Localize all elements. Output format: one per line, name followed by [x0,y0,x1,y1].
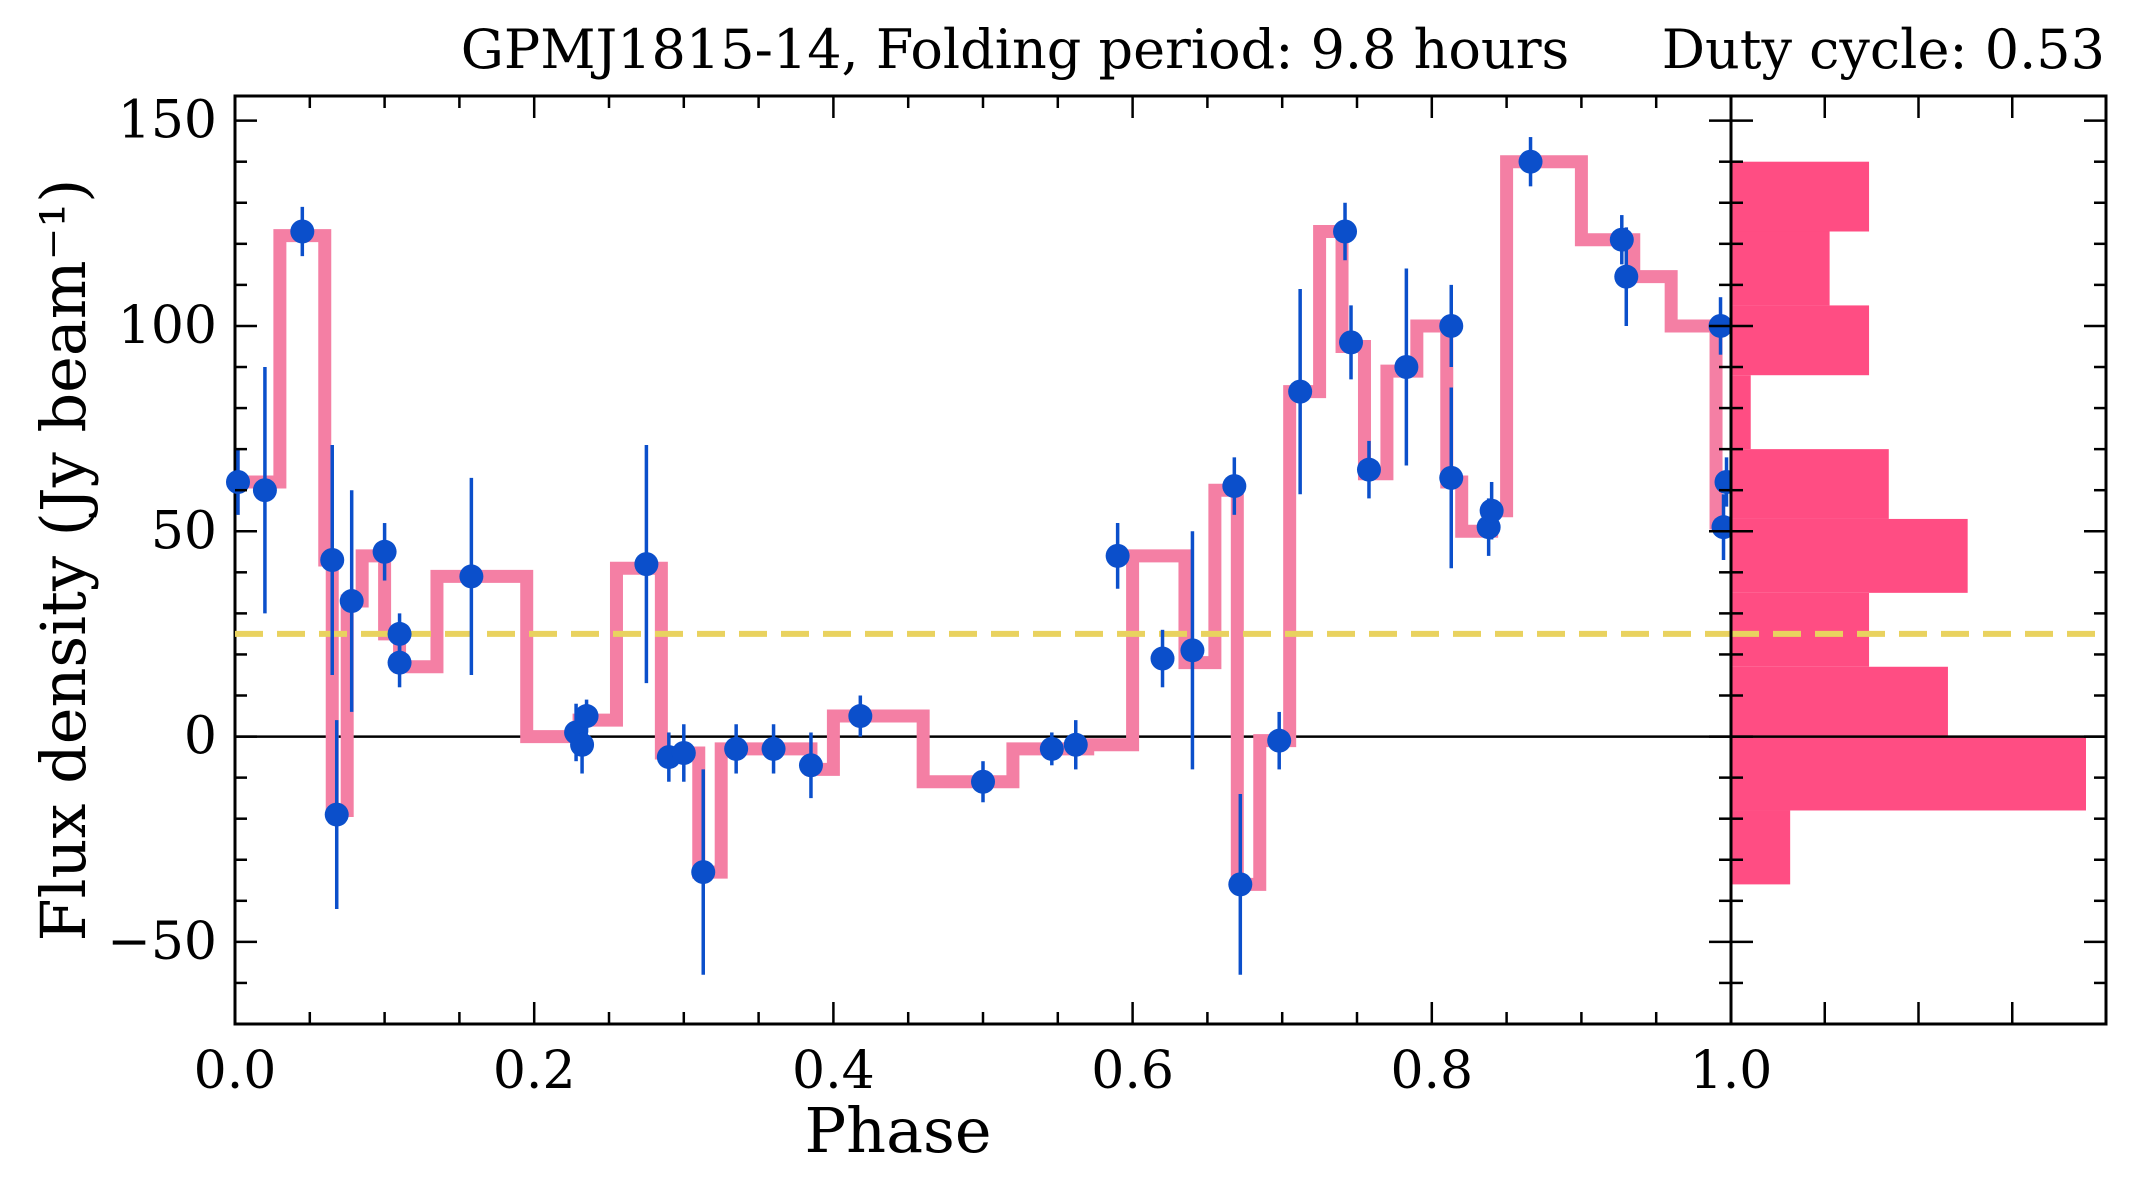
histogram-bar [1731,305,1870,376]
histogram-bar [1731,449,1889,519]
data-point [1105,543,1130,568]
histogram-bar [1731,592,1870,667]
data-point [1439,313,1464,338]
data-point [1333,219,1358,244]
data-point [1518,149,1543,174]
histogram-bar [1731,810,1791,885]
data-point [290,219,315,244]
data-point [339,589,364,614]
histogram-bar [1731,666,1948,737]
histogram-bars [1731,161,2086,885]
data-point [971,769,995,794]
data-point [324,802,349,827]
chart-title: GPMJ1815-14, Folding period: 9.8 hours [461,18,1569,81]
y-tick-label: 0 [184,707,217,767]
data-point [761,736,786,761]
data-point [1609,227,1634,252]
x-axis-label: Phase [804,1094,991,1167]
data-point [1039,736,1064,761]
data-point [387,650,412,675]
data-point [1267,728,1292,753]
histogram-bar [1731,161,1870,232]
data-point [1288,379,1313,404]
data-point [372,539,397,564]
y-tick-label: −50 [107,912,217,972]
data-point [848,704,873,729]
data-point [691,860,716,885]
y-tick-label: 100 [118,296,217,356]
data-point [1356,457,1381,482]
data-point [574,704,599,729]
y-axis-label: Flux density (Jy beam⁻¹) [27,179,100,942]
data-point [1228,872,1253,897]
data-point [798,753,823,778]
data-point [1063,732,1088,757]
data-point [1394,355,1419,380]
data-point [1479,498,1504,523]
tick-labels: 0.0 0.2 0.4 0.6 0.8 1.0 150 100 50 0 −50 [107,91,1772,1101]
data-point [320,548,345,572]
data-point [1222,474,1247,499]
histogram-bar [1731,736,2086,811]
data-point [252,478,277,503]
data-point [634,552,659,577]
histogram-bar [1731,375,1751,450]
x-tick-label: 0.6 [1091,1041,1174,1101]
data-point [1439,465,1464,490]
duty-cycle-title: Duty cycle: 0.53 [1662,18,2105,81]
data-point [1180,638,1205,663]
data-point [1614,264,1639,289]
main-plot-panel: 0.0 0.2 0.4 0.6 0.8 1.0 150 100 50 0 −50 [107,91,1772,1101]
histogram-bar [1731,518,1968,593]
histogram-bar [1731,231,1830,306]
x-tick-label: 0.8 [1390,1041,1473,1101]
y-tick-label: 50 [151,501,217,561]
x-tick-label: 1.0 [1690,1041,1773,1101]
data-point [225,469,250,494]
data-point [1150,646,1175,671]
data-point [1339,330,1364,355]
data-point [570,732,595,757]
histogram-panel [1729,94,2108,1026]
data-point [459,564,484,589]
main-axis-ticks [233,96,1733,1024]
y-tick-label: 150 [118,91,217,151]
x-tick-label: 0.4 [792,1041,875,1101]
data-point [671,740,696,765]
histogram-axis-ticks [1731,96,2106,1024]
data-point [724,736,749,761]
x-tick-label: 0.2 [493,1041,576,1101]
x-tick-label: 0.0 [194,1041,277,1101]
data-point [387,621,412,646]
